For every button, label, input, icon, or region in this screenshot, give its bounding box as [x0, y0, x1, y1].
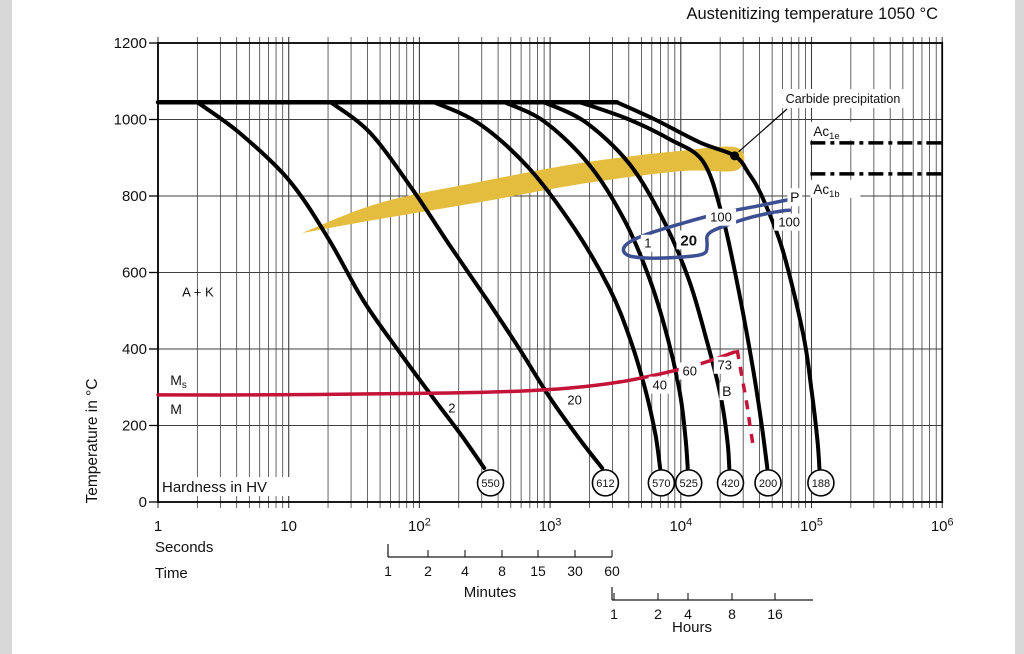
hardness-circle — [591, 469, 620, 497]
curve-annotation: A + K — [182, 285, 214, 300]
curve-annotation: Ms — [170, 372, 187, 391]
curve-annotation: 60 — [682, 363, 696, 378]
minutes-scale-tick-label: 8 — [498, 563, 506, 579]
hardness-value: 188 — [812, 478, 830, 490]
x-tick-label: 102 — [408, 517, 431, 535]
y-tick-label: 400 — [122, 341, 147, 358]
hardness-circle — [754, 469, 782, 497]
hardness-caption: Hardness in HV — [162, 479, 267, 496]
x-tick-label: 105 — [800, 517, 823, 535]
minutes-scale-tick-label: 4 — [461, 563, 469, 579]
minutes-scale-tick-label: 2 — [424, 563, 432, 579]
hours-scale-tick-label: 2 — [654, 606, 662, 622]
hours-scale-tick-label: 8 — [728, 606, 736, 622]
curve-annotation: 100 — [778, 215, 800, 230]
curve-annotation: B — [722, 383, 731, 399]
curve-annotation: 100 — [710, 210, 732, 225]
hardness-circle — [716, 469, 745, 497]
carbide-leader-line — [738, 108, 788, 153]
y-tick-label: 1000 — [114, 112, 147, 129]
cooling-curve — [542, 100, 732, 470]
hardness-value: 612 — [596, 478, 614, 490]
curve-annotation: 20 — [680, 232, 697, 249]
hardness-value: 525 — [680, 478, 698, 490]
plot-frame — [157, 42, 944, 503]
y-axis-title: Temperature in °C — [84, 378, 101, 503]
curve-annotation: M — [170, 401, 182, 417]
hardness-caption-bg — [160, 477, 294, 496]
curve-annotation: 20 — [567, 393, 581, 408]
y-tick-label: 800 — [122, 188, 147, 205]
carbide-precipitation-label: Carbide precipitation — [786, 92, 901, 106]
cooling-curves-layer: 550 612 570 525 420 200 188 — [155, 100, 835, 497]
cooling-curve — [328, 100, 605, 470]
y-tick-label: 600 — [122, 265, 147, 282]
curve-annotation: 40 — [653, 378, 667, 393]
chart-title: Austenitizing temperature 1050 °C — [687, 5, 939, 23]
minutes-scale-tick-label: 60 — [604, 563, 620, 579]
hardness-value: 420 — [721, 478, 739, 490]
hours-scale-tick-label: 1 — [610, 606, 618, 622]
minutes-scale-label: Minutes — [464, 584, 517, 601]
labels-layer: Ac1e Ac1b Carbide precipitation 2 20 40 60 73 B A… — [170, 89, 911, 417]
y-tick-label: 1200 — [114, 35, 147, 52]
hardness-value: 200 — [759, 478, 777, 490]
left-edge-strip — [0, 0, 12, 654]
curve-annotation: 1 — [644, 236, 651, 251]
hours-scale-label: Hours — [672, 619, 712, 636]
hardness-value: 570 — [652, 478, 670, 490]
minutes-scale-tick-label: 30 — [567, 563, 583, 579]
cooling-curve — [502, 100, 690, 470]
carbide-precipitation-dot — [730, 151, 740, 161]
x-tick-label: 1 — [154, 518, 162, 535]
curve-annotation: P — [790, 189, 799, 205]
x-tick-label: 10 — [280, 518, 297, 535]
y-tick-label: 200 — [122, 418, 147, 435]
bainite-boundary-dashed — [735, 349, 755, 446]
cooling-curve — [432, 100, 663, 470]
x-axis-seconds-label: Seconds — [155, 539, 213, 556]
x-axis-time-label: Time — [155, 565, 188, 582]
y-tick-label: 0 — [139, 494, 147, 511]
hardness-circle — [674, 469, 703, 497]
x-tick-label: 104 — [669, 517, 692, 535]
x-tick-label: 106 — [931, 517, 954, 535]
hardness-circle — [647, 469, 676, 497]
cooling-curve — [195, 100, 487, 470]
curve-annotation: 2 — [448, 401, 455, 416]
ac-line-label: Ac1b — [813, 182, 839, 199]
cooling-curve — [615, 100, 822, 470]
minutes-scale-tick-label: 1 — [384, 563, 392, 579]
hardness-circle — [476, 469, 505, 497]
minutes-scale-tick-label: 15 — [530, 563, 546, 579]
hardness-value: 550 — [481, 478, 499, 490]
hardness-circle — [807, 469, 835, 497]
right-edge-strip — [1015, 0, 1024, 654]
grid-layer — [149, 37, 944, 508]
ac-line-label: Ac1e — [813, 124, 839, 141]
hours-scale-tick-label: 16 — [767, 606, 783, 622]
curve-annotation: 73 — [718, 358, 732, 373]
x-tick-label: 103 — [539, 517, 562, 535]
martensite-start-line — [156, 350, 737, 397]
hours-scale-tick-label: 4 — [684, 606, 692, 622]
